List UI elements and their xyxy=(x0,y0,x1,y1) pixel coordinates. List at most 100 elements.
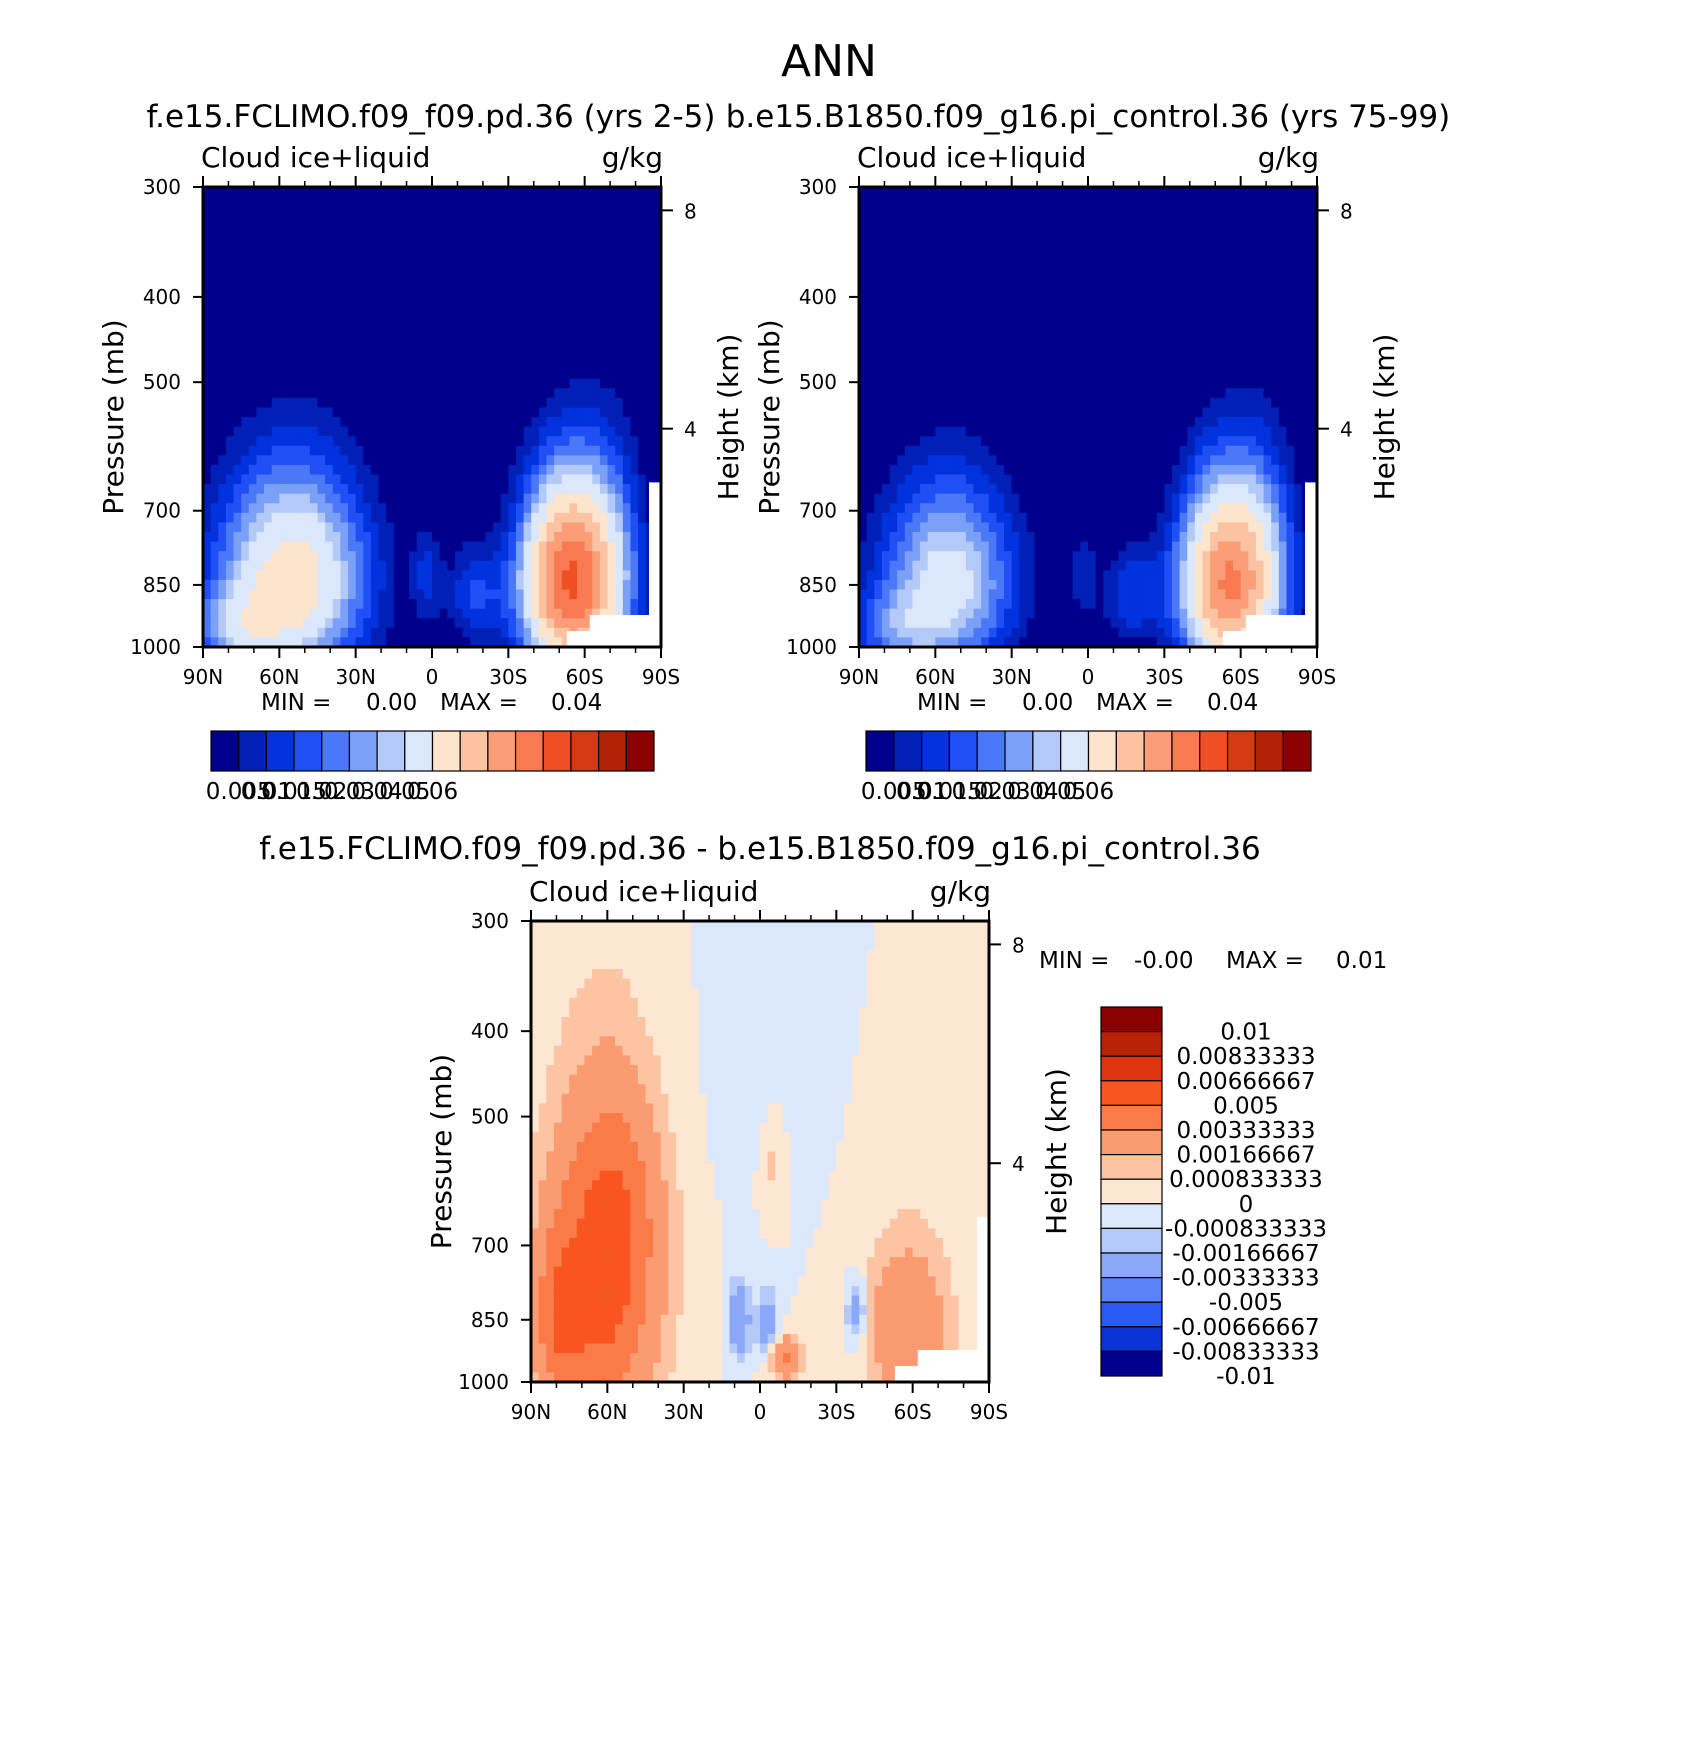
field-cell xyxy=(1042,369,1050,379)
field-cell xyxy=(371,283,379,293)
field-cell xyxy=(1057,561,1065,571)
field-cell xyxy=(989,225,997,235)
field-cell xyxy=(516,475,524,485)
field-cell xyxy=(874,283,882,293)
field-cell xyxy=(1073,360,1081,370)
field-cell xyxy=(958,513,966,523)
field-cell xyxy=(1019,206,1027,216)
field-cell xyxy=(882,494,890,504)
field-cell xyxy=(325,417,333,427)
field-cell xyxy=(302,350,310,360)
field-cell xyxy=(623,312,631,322)
field-cell xyxy=(867,264,875,274)
field-cell xyxy=(974,245,982,255)
field-cell xyxy=(569,494,577,504)
field-cell xyxy=(348,388,356,398)
field-cell xyxy=(348,264,356,274)
field-cell xyxy=(463,513,471,523)
field-cell xyxy=(897,503,905,513)
field-cell xyxy=(1050,369,1058,379)
field-cell xyxy=(638,331,646,341)
field-cell xyxy=(539,465,547,475)
field-cell xyxy=(920,350,928,360)
colorbar-swatch xyxy=(294,731,322,771)
field-cell xyxy=(615,599,623,609)
field-cell xyxy=(371,254,379,264)
field-cell xyxy=(424,254,432,264)
field-cell xyxy=(310,235,318,245)
field-cell xyxy=(218,590,226,600)
field-cell xyxy=(882,206,890,216)
field-cell xyxy=(569,503,577,513)
field-cell xyxy=(318,340,326,350)
field-cell xyxy=(1019,599,1027,609)
field-cell xyxy=(524,427,532,437)
field-cell xyxy=(455,216,463,226)
field-cell xyxy=(371,513,379,523)
field-cell xyxy=(1096,590,1104,600)
field-cell xyxy=(279,312,287,322)
field-cell xyxy=(630,542,638,552)
field-cell xyxy=(890,283,898,293)
field-cell xyxy=(1088,455,1096,465)
field-cell xyxy=(1164,225,1172,235)
field-cell xyxy=(478,331,486,341)
field-cell xyxy=(585,321,593,331)
field-cell xyxy=(363,522,371,532)
field-cell xyxy=(524,522,532,532)
field-cell xyxy=(302,503,310,513)
field-cell xyxy=(508,369,516,379)
field-cell xyxy=(318,197,326,207)
field-cell xyxy=(234,532,242,542)
field-cell xyxy=(272,580,280,590)
field-cell xyxy=(585,475,593,485)
field-cell xyxy=(279,283,287,293)
field-cell xyxy=(409,312,417,322)
field-cell xyxy=(493,216,501,226)
field-cell xyxy=(600,407,608,417)
field-cell xyxy=(524,532,532,542)
field-cell xyxy=(424,321,432,331)
field-cell xyxy=(646,273,654,283)
field-cell xyxy=(348,369,356,379)
field-cell xyxy=(638,379,646,389)
field-cell xyxy=(630,580,638,590)
field-cell xyxy=(272,484,280,494)
field-cell xyxy=(440,254,448,264)
field-cell xyxy=(379,532,387,542)
field-cell xyxy=(371,542,379,552)
field-cell xyxy=(279,360,287,370)
field-cell xyxy=(1088,532,1096,542)
field-cell xyxy=(463,542,471,552)
field-cell xyxy=(958,542,966,552)
field-cell xyxy=(218,225,226,235)
field-cell xyxy=(554,417,562,427)
field-cell xyxy=(912,609,920,619)
field-cell xyxy=(401,609,409,619)
field-cell xyxy=(409,254,417,264)
field-cell xyxy=(1088,618,1096,628)
field-cell xyxy=(234,340,242,350)
field-cell xyxy=(470,551,478,561)
field-cell xyxy=(928,609,936,619)
field-cell xyxy=(234,254,242,264)
field-cell xyxy=(577,590,585,600)
field-cell xyxy=(531,369,539,379)
field-cell xyxy=(600,225,608,235)
field-cell xyxy=(279,570,287,580)
field-cell xyxy=(1012,561,1020,571)
field-cell xyxy=(539,590,547,600)
field-cell xyxy=(646,245,654,255)
field-cell xyxy=(874,590,882,600)
field-cell xyxy=(363,379,371,389)
field-cell xyxy=(1027,465,1035,475)
field-cell xyxy=(1103,542,1111,552)
field-cell xyxy=(905,273,913,283)
field-cell xyxy=(340,379,348,389)
field-cell xyxy=(256,407,264,417)
field-cell xyxy=(1073,312,1081,322)
field-cell xyxy=(478,312,486,322)
field-cell xyxy=(470,283,478,293)
field-cell xyxy=(1050,551,1058,561)
field-cell xyxy=(638,513,646,523)
